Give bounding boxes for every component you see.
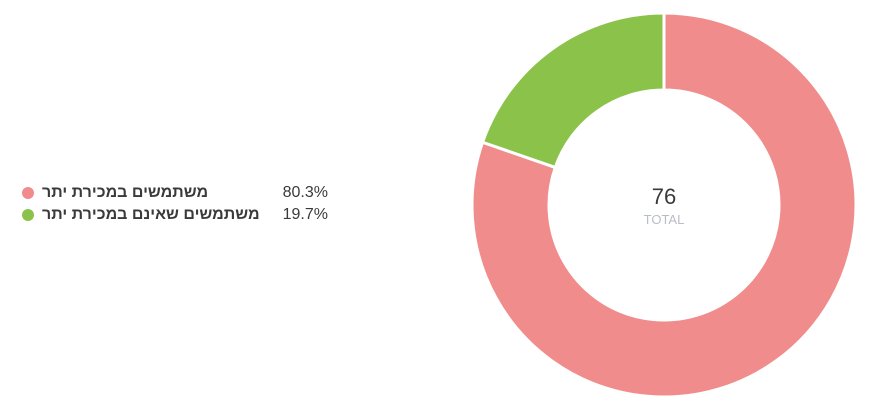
donut-slice-1[interactable] [480, 11, 666, 170]
legend-item-not-oversold[interactable]: משתמשים שאינם במכירת יתר 19.7% [20, 204, 340, 226]
legend-label: משתמשים שאינם במכירת יתר [42, 206, 260, 223]
chart-legend: משתמשים במכירת יתר 80.3% משתמשים שאינם ב… [20, 182, 340, 226]
legend-value: 19.7% [282, 206, 328, 223]
legend-value: 80.3% [282, 184, 328, 201]
legend-marker-icon [22, 209, 34, 221]
legend-marker-icon [22, 187, 34, 199]
center-caption: TOTAL [644, 212, 685, 227]
donut-slices [470, 11, 858, 399]
legend-label: משתמשים במכירת יתר [42, 184, 209, 201]
donut-slice-0[interactable] [470, 11, 858, 399]
donut-chart: 76 TOTAL [470, 11, 858, 399]
legend-item-oversold[interactable]: משתמשים במכירת יתר 80.3% [20, 182, 340, 204]
center-total: 76 [652, 184, 676, 209]
